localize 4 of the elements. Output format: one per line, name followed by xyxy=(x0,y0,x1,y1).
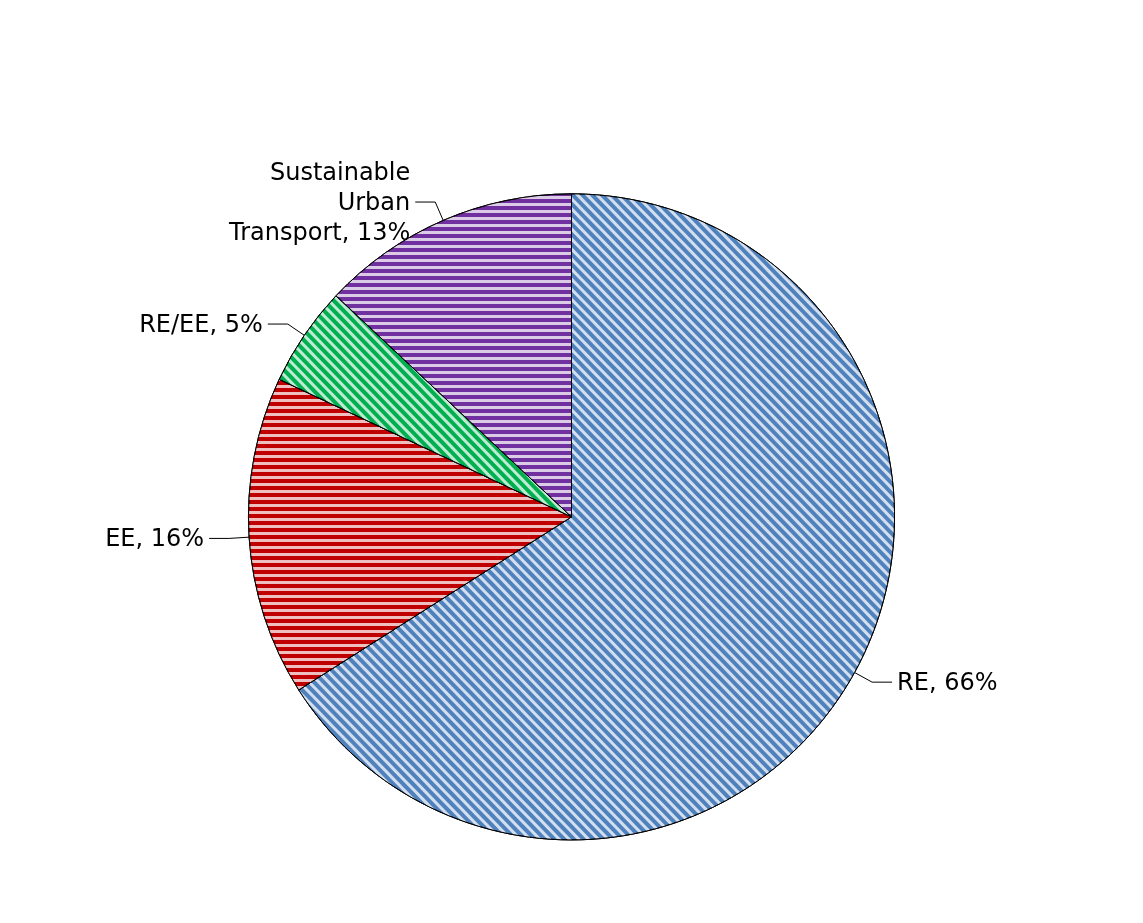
slice-label: RE/EE, 5% xyxy=(139,310,263,339)
slice-label: RE, 66% xyxy=(897,668,998,697)
slice-label: EE, 16% xyxy=(105,524,205,553)
slice-label: Sustainable Urban Transport, 13% xyxy=(228,158,411,247)
